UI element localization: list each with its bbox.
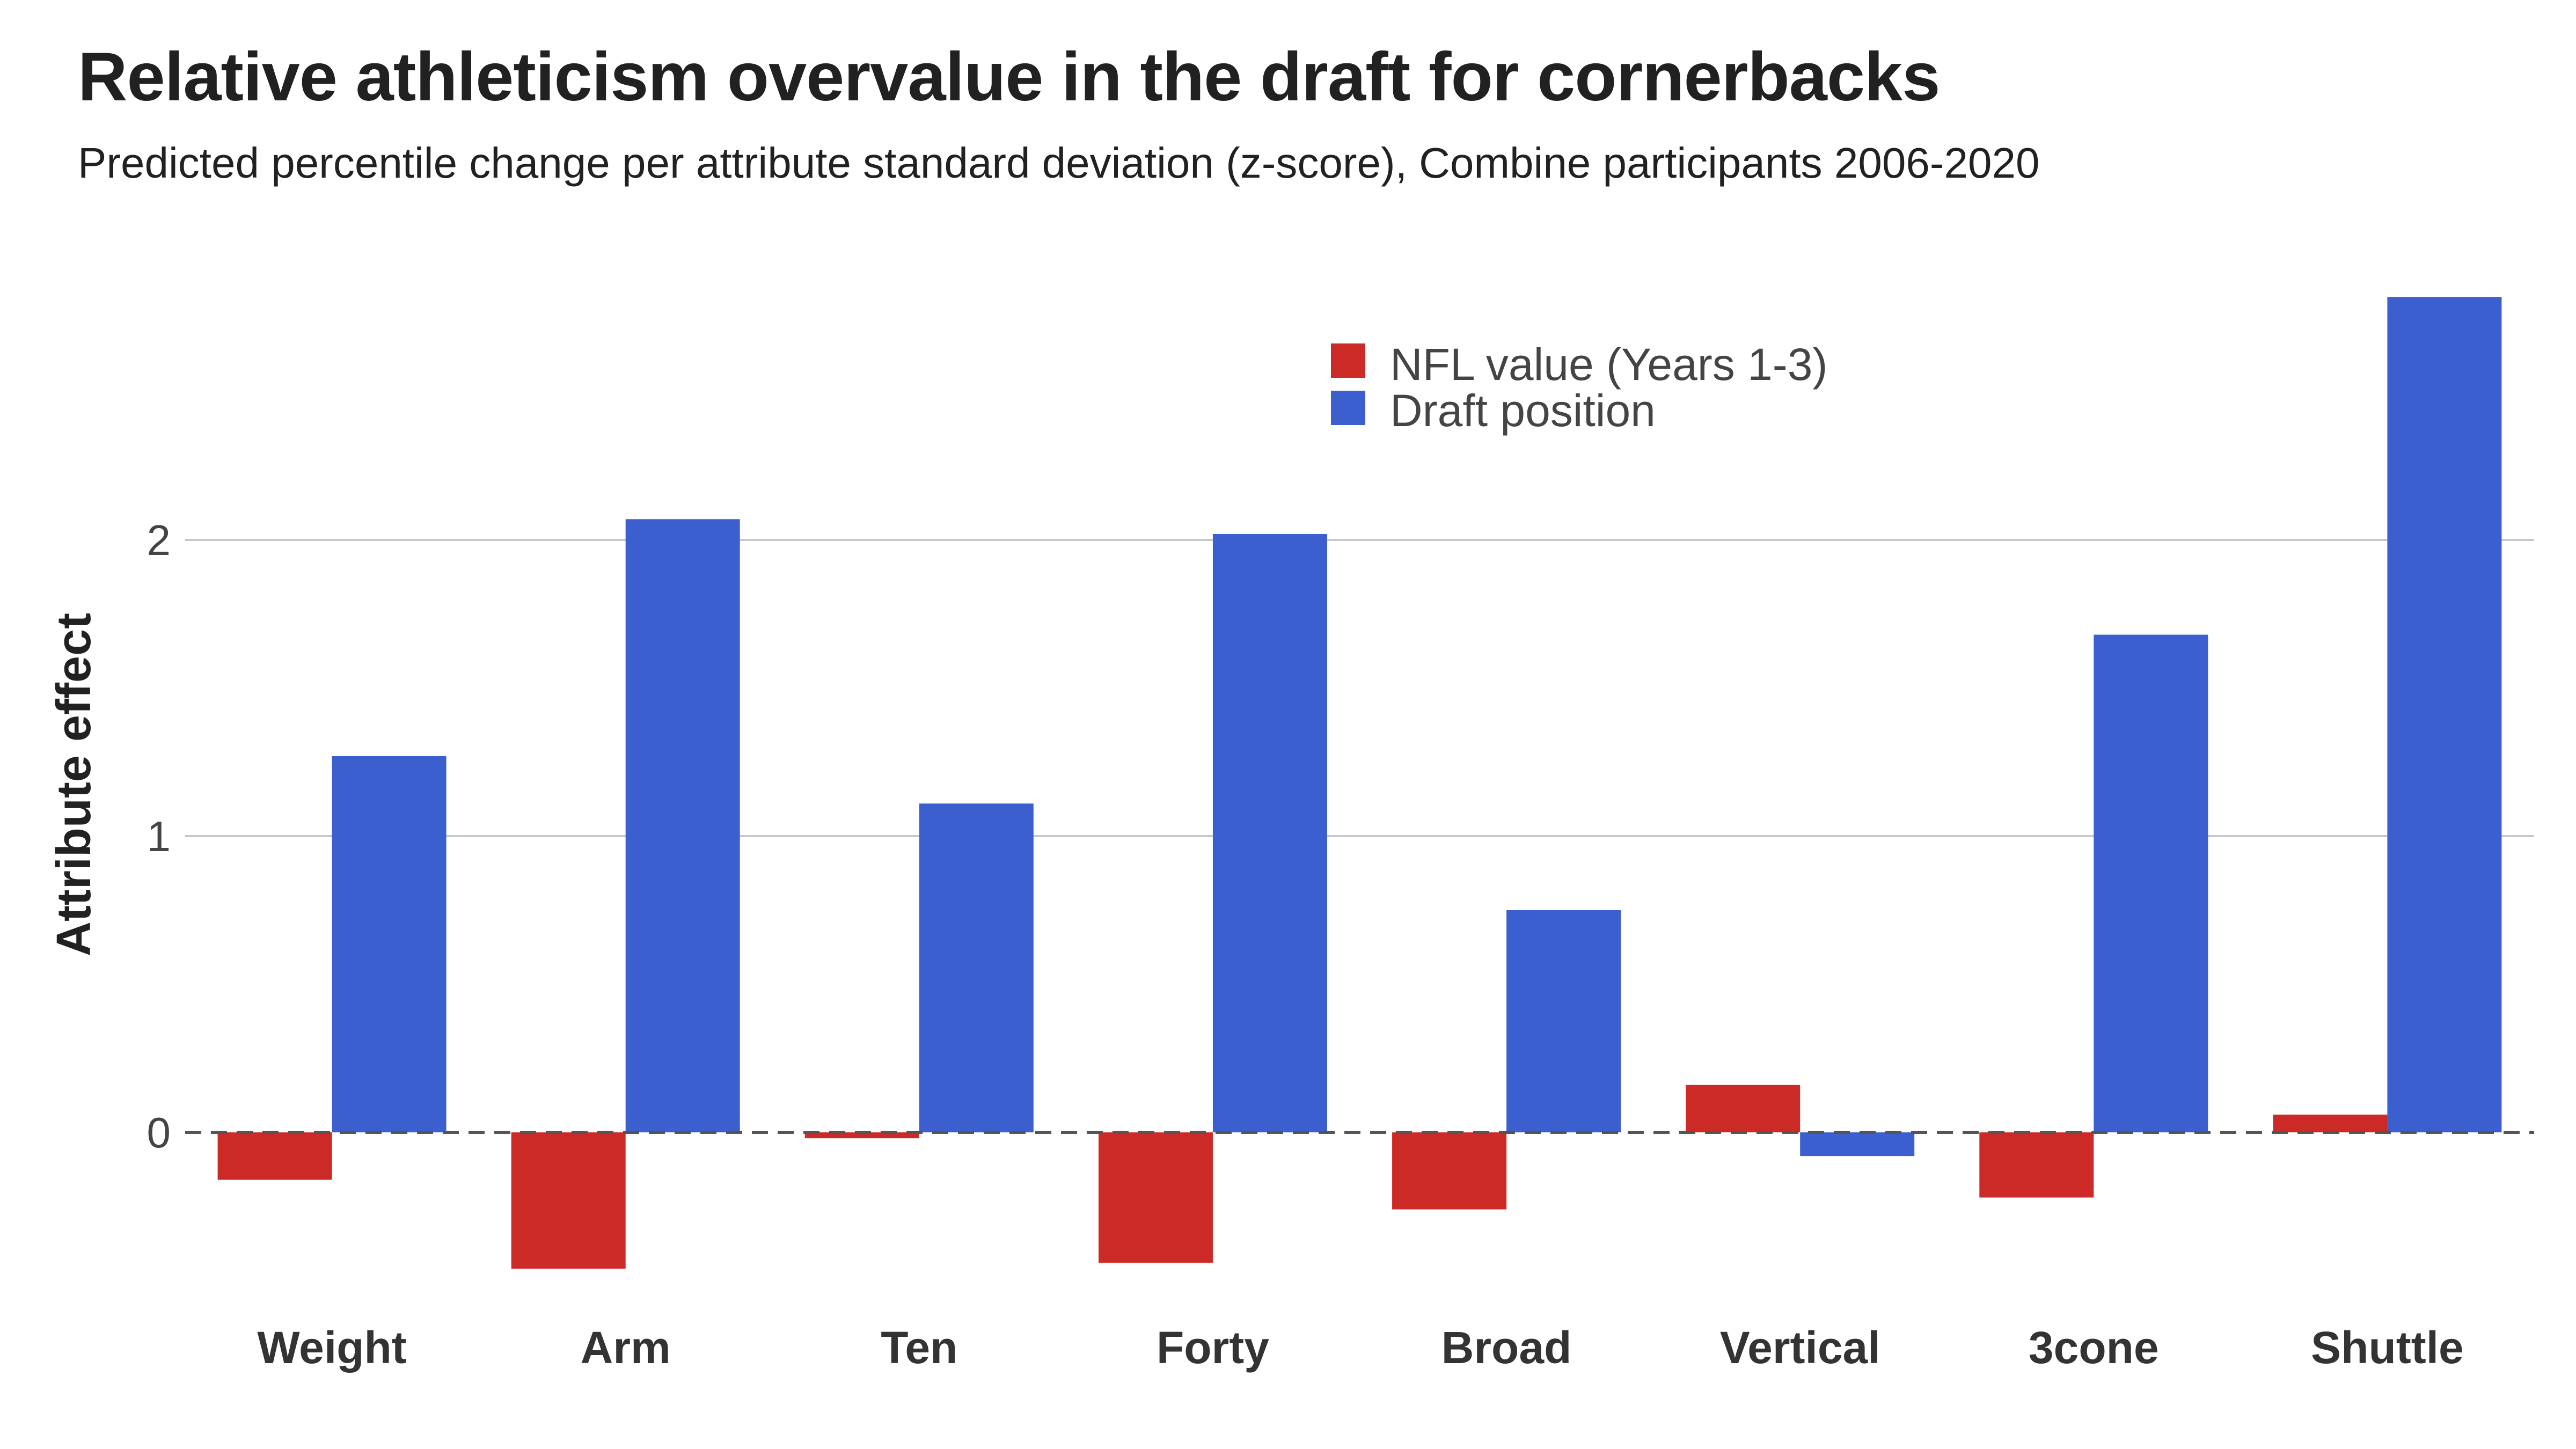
- bar-arm-draft-position: [625, 519, 740, 1132]
- bar-forty-draft-position: [1212, 533, 1327, 1133]
- bar-vertical-nfl-value: [1686, 1085, 1801, 1132]
- bar-3cone-nfl-value: [1979, 1132, 2094, 1198]
- y-tick-label: 0: [147, 1109, 171, 1157]
- bar-vertical-draft-position: [1800, 1132, 1915, 1157]
- legend-label-nfl-value: NFL value (Years 1-3): [1390, 339, 1827, 390]
- x-ticks: Weight Arm Ten Forty Broad Vertical 3cone Shutt…: [257, 1322, 2463, 1373]
- bar-ten-draft-position: [919, 803, 1034, 1132]
- x-tick-label: Shuttle: [2311, 1322, 2464, 1373]
- bar-ten-nfl-value: [804, 1132, 919, 1139]
- bar-weight-draft-position: [332, 756, 447, 1132]
- bars: [217, 297, 2502, 1269]
- x-tick-label: Broad: [1441, 1322, 1572, 1373]
- x-tick-label: 3cone: [2029, 1322, 2159, 1373]
- bar-weight-nfl-value: [217, 1132, 332, 1180]
- y-tick-label: 2: [147, 516, 171, 564]
- bar-shuttle-draft-position: [2387, 297, 2502, 1132]
- y-ticks: 0 1 2: [147, 516, 171, 1157]
- x-tick-label: Forty: [1157, 1322, 1269, 1373]
- bar-3cone-draft-position: [2094, 634, 2208, 1132]
- chart-subtitle: Predicted percentile change per attribut…: [78, 139, 2040, 187]
- x-tick-label: Ten: [881, 1322, 957, 1373]
- bar-broad-draft-position: [1506, 910, 1621, 1132]
- y-tick-label: 1: [147, 813, 171, 860]
- legend-swatch-draft-position: [1331, 391, 1365, 425]
- legend: NFL value (Years 1-3) Draft position: [1331, 339, 1827, 436]
- bar-forty-nfl-value: [1098, 1132, 1213, 1263]
- legend-label-draft-position: Draft position: [1390, 385, 1656, 436]
- chart-title: Relative athleticism overvalue in the dr…: [78, 39, 1940, 115]
- legend-swatch-nfl-value: [1331, 343, 1365, 378]
- y-axis-label: Attribute effect: [47, 613, 101, 956]
- bar-shuttle-nfl-value: [2273, 1114, 2388, 1132]
- x-tick-label: Arm: [581, 1322, 671, 1373]
- x-tick-label: Weight: [257, 1322, 406, 1373]
- bar-broad-nfl-value: [1392, 1132, 1507, 1210]
- bar-arm-nfl-value: [511, 1132, 626, 1269]
- x-tick-label: Vertical: [1720, 1322, 1880, 1373]
